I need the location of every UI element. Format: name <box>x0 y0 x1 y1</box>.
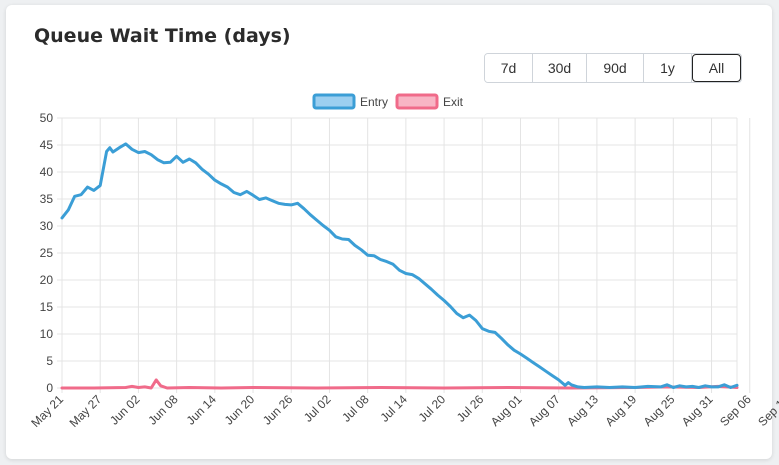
x-axis: May 21 May 27 Jun 02 Jun 08 Jun 14 Jun 20 Jun … <box>28 392 779 430</box>
x-tick-label: Jul 26 <box>454 392 487 425</box>
x-tick-label: Aug 19 <box>602 392 639 429</box>
legend-entry-swatch[interactable] <box>312 93 356 110</box>
x-tick-label: Aug 13 <box>564 392 601 429</box>
x-tick-label: Jul 02 <box>301 392 334 425</box>
y-tick-label: 30 <box>40 219 54 233</box>
legend-exit-label[interactable]: Exit <box>443 95 464 109</box>
legend-entry-label[interactable]: Entry <box>360 95 388 109</box>
y-tick-label: 10 <box>40 327 54 341</box>
legend-exit-swatch[interactable] <box>395 93 439 110</box>
x-tick-label: Aug 07 <box>526 392 563 429</box>
range-7d-button[interactable]: 7d <box>485 54 533 82</box>
time-range-selector: 7d 30d 90d 1y All <box>484 53 742 83</box>
y-axis: 0 5 10 15 20 25 30 35 40 45 50 <box>40 111 54 395</box>
entry-series-line[interactable] <box>60 142 739 389</box>
range-90d-button[interactable]: 90d <box>587 54 644 82</box>
x-tick-label: May 27 <box>67 392 105 430</box>
chart-card: Queue Wait Time (days) 7d 30d 90d 1y All <box>6 5 772 459</box>
x-tick-label: Sep 12 <box>755 392 779 429</box>
y-tick-label: 25 <box>40 246 54 260</box>
x-tick-label: Aug 25 <box>641 392 678 429</box>
x-tick-label: May 21 <box>28 392 66 430</box>
x-tick-label: Jun 26 <box>260 392 296 428</box>
chart-series <box>60 142 739 390</box>
x-tick-label: Jun 14 <box>184 392 220 428</box>
range-1y-button[interactable]: 1y <box>644 54 692 82</box>
y-tick-label: 5 <box>46 354 53 368</box>
y-tick-label: 15 <box>40 300 54 314</box>
card-title: Queue Wait Time (days) <box>34 25 291 47</box>
y-tick-label: 20 <box>40 273 54 287</box>
x-tick-label: Aug 31 <box>679 392 716 429</box>
x-tick-label: Jun 08 <box>145 392 181 428</box>
y-tick-label: 35 <box>40 192 54 206</box>
range-30d-button[interactable]: 30d <box>533 54 587 82</box>
y-tick-label: 50 <box>40 111 54 125</box>
y-tick-label: 0 <box>46 381 53 395</box>
chart-legend: Entry Exit <box>312 93 464 110</box>
x-tick-label: Jul 14 <box>377 392 410 425</box>
y-tick-label: 40 <box>40 165 54 179</box>
chart-grid <box>57 117 751 393</box>
range-all-button[interactable]: All <box>692 54 741 82</box>
x-tick-label: Aug 01 <box>488 392 525 429</box>
x-tick-label: Jun 02 <box>107 392 143 428</box>
x-tick-label: Jun 20 <box>222 392 258 428</box>
y-tick-label: 45 <box>40 138 54 152</box>
x-tick-label: Jul 20 <box>416 392 449 425</box>
x-tick-label: Sep 06 <box>717 392 754 429</box>
x-tick-label: Jul 08 <box>339 392 372 425</box>
